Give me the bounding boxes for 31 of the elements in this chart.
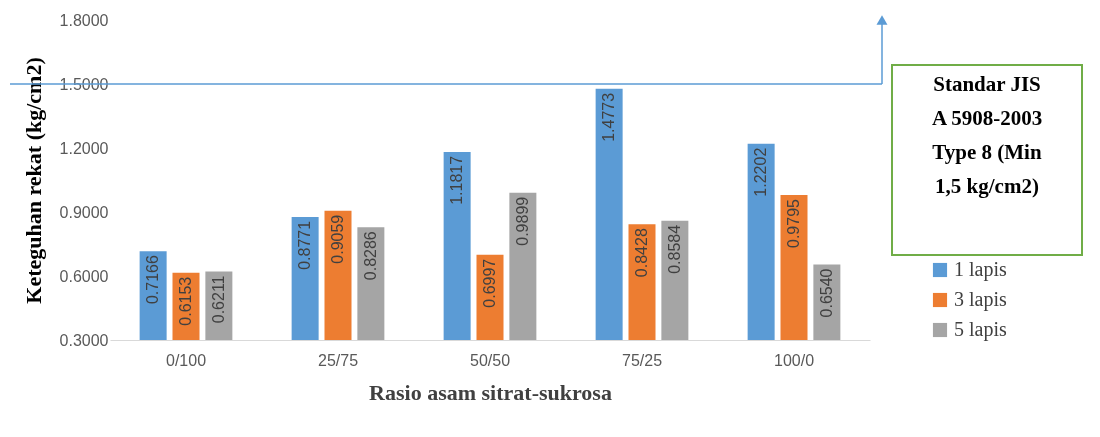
data-label: 1.2202 (752, 147, 770, 197)
data-label: 0.9795 (785, 198, 802, 248)
x-tick-label: 0/100 (165, 351, 207, 369)
data-label: 0.8286 (361, 231, 379, 281)
data-label: 0.9899 (513, 196, 531, 246)
data-label: 1.1817 (448, 155, 466, 205)
y-tick-label: 0.6000 (59, 267, 109, 285)
legend-label: 3 lapis (954, 288, 1007, 311)
y-tick-label: 0.9000 (59, 203, 109, 221)
data-label: 0.9059 (329, 214, 346, 264)
x-tick-label: 75/25 (621, 351, 663, 369)
y-tick-label: 0.3000 (59, 331, 109, 349)
data-label: 1.4773 (600, 92, 618, 142)
data-label: 0.8584 (665, 224, 683, 274)
x-tick-label: 100/0 (773, 351, 815, 369)
ref-line-label: Standar JIS A 5908-2003 Type 8 (Min 1,5 kg/cm2) (931, 72, 1043, 198)
data-label: 0.8428 (633, 228, 650, 278)
data-label: 0.6997 (481, 258, 498, 308)
data-label: 0.6153 (177, 276, 194, 326)
y-axis-title: Keteguhan rekat (kg/cm2) (20, 57, 46, 304)
legend-label: 1 lapis (954, 258, 1007, 281)
data-label: 0.6540 (817, 268, 835, 318)
data-label: 0.7166 (144, 255, 162, 305)
x-tick-label: 50/50 (469, 351, 511, 369)
x-tick-label: 25/75 (317, 351, 359, 369)
legend-label: 5 lapis (954, 318, 1007, 341)
y-tick-label: 1.2000 (59, 139, 109, 157)
data-label: 0.8771 (296, 220, 314, 270)
data-label: 0.6211 (209, 275, 227, 324)
x-axis-title: Rasio asam sitrat-sukrosa (369, 379, 612, 405)
y-tick-label: 1.8000 (59, 11, 109, 29)
